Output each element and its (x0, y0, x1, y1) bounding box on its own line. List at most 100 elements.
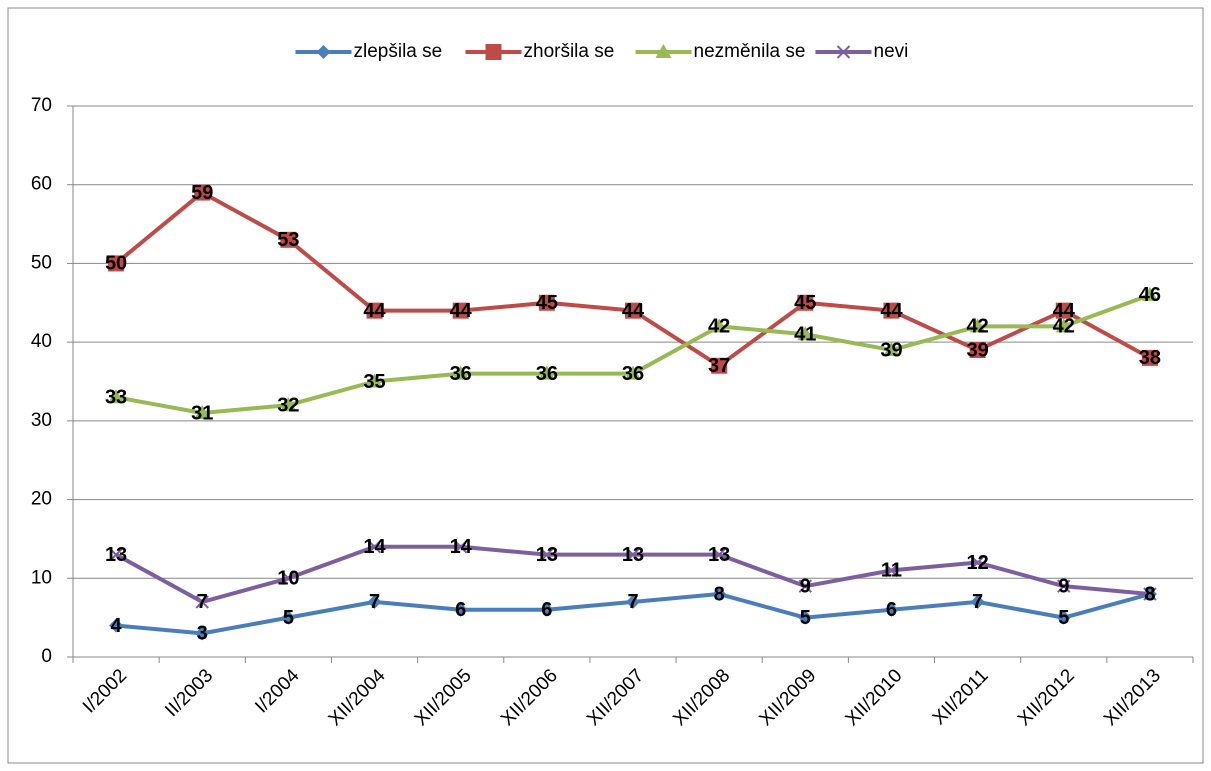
data-label: 31 (191, 402, 213, 424)
data-label: 42 (1053, 316, 1075, 338)
data-label: 42 (966, 316, 988, 338)
chart-frame (7, 7, 1204, 764)
data-label: 44 (363, 300, 386, 322)
data-label: 9 (1058, 575, 1069, 597)
data-label: 44 (1053, 300, 1076, 322)
marker (366, 302, 383, 319)
data-label: 36 (536, 363, 558, 385)
data-label: 36 (450, 363, 472, 385)
data-label: 42 (708, 316, 730, 338)
marker (970, 594, 985, 609)
y-tick-label: 10 (31, 567, 52, 588)
data-label: 45 (536, 292, 558, 314)
marker (711, 318, 728, 333)
data-label: 44 (450, 300, 473, 322)
marker (1056, 610, 1071, 625)
data-label: 11 (881, 560, 902, 582)
data-label: 13 (105, 544, 127, 566)
legend-label: nevi (874, 41, 909, 62)
data-label: 5 (283, 607, 294, 629)
marker (367, 540, 382, 554)
marker (538, 365, 555, 380)
y-tick-label: 0 (41, 646, 52, 667)
y-tick-label: 60 (31, 174, 52, 195)
y-tick-label: 70 (31, 95, 52, 116)
marker (836, 45, 851, 59)
marker (452, 302, 469, 319)
marker (195, 595, 209, 609)
marker (108, 389, 125, 404)
data-label: 7 (369, 591, 380, 613)
data-label: 5 (800, 607, 811, 629)
data-label: 8 (714, 583, 725, 605)
marker (540, 547, 554, 562)
data-label: 38 (1139, 347, 1161, 369)
marker (281, 610, 296, 625)
marker (626, 594, 640, 609)
data-label: 44 (880, 300, 903, 322)
data-label: 14 (450, 536, 473, 558)
marker (1143, 587, 1157, 601)
data-label: 14 (363, 536, 386, 558)
data-label: 13 (708, 544, 730, 566)
data-label: 6 (541, 599, 552, 621)
marker (485, 44, 502, 60)
data-label: 6 (455, 599, 466, 621)
data-label: 7 (197, 591, 208, 613)
marker (1055, 302, 1072, 319)
marker (109, 618, 124, 633)
marker (109, 547, 123, 562)
data-label: 6 (886, 599, 897, 621)
marker (280, 231, 297, 248)
marker (712, 587, 727, 602)
marker (367, 594, 382, 609)
data-label: 5 (1058, 607, 1069, 629)
marker (797, 326, 814, 341)
marker (1055, 318, 1072, 333)
data-label: 32 (277, 394, 299, 416)
data-label: 39 (966, 339, 988, 361)
marker (969, 318, 986, 333)
data-label: 37 (708, 355, 730, 377)
data-label: 7 (972, 591, 983, 613)
marker (625, 365, 641, 380)
marker (316, 45, 331, 59)
data-label: 59 (191, 182, 213, 204)
data-label: 45 (794, 292, 816, 314)
marker (195, 626, 210, 641)
data-label: 36 (622, 363, 644, 385)
legend-label: nezměnila se (694, 41, 806, 62)
marker (194, 404, 211, 419)
data-label: 33 (105, 387, 127, 409)
data-label: 10 (277, 568, 299, 590)
marker (626, 547, 640, 562)
data-label: 41 (794, 324, 816, 346)
y-tick-label: 30 (31, 410, 52, 431)
marker (625, 302, 641, 319)
data-label: 4 (111, 615, 123, 637)
marker (452, 365, 469, 380)
y-tick-label: 50 (31, 252, 52, 273)
data-label: 7 (627, 591, 638, 613)
marker (883, 302, 900, 319)
data-label: 9 (800, 575, 811, 597)
marker (969, 342, 986, 359)
marker (1141, 349, 1158, 366)
data-label: 53 (277, 229, 299, 251)
data-label: 13 (536, 544, 558, 566)
legend-label: zlepšila se (354, 41, 443, 62)
marker (970, 555, 985, 570)
marker (539, 602, 554, 617)
marker (884, 563, 899, 578)
marker (712, 547, 726, 562)
marker (798, 610, 813, 625)
marker (1141, 286, 1158, 301)
marker (453, 540, 468, 554)
data-label: 12 (966, 552, 988, 574)
data-label: 46 (1139, 284, 1161, 306)
marker (194, 184, 211, 201)
legend: zlepšila se zhoršila se nezměnila se nevi (295, 41, 909, 62)
marker (797, 294, 814, 311)
marker (711, 357, 728, 374)
